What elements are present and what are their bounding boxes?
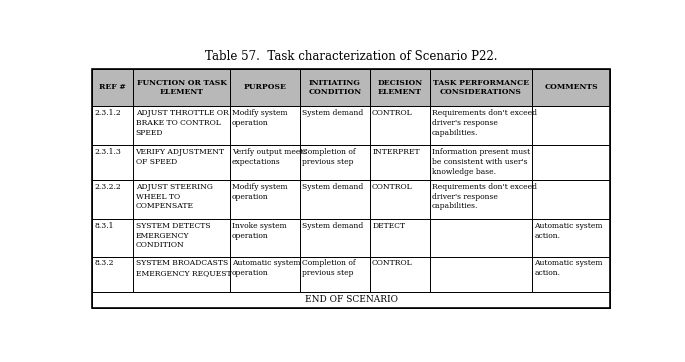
Text: 2.3.1.3: 2.3.1.3	[94, 148, 121, 156]
Bar	[532, 106, 610, 145]
Text: CONTROL: CONTROL	[372, 183, 412, 191]
Text: Automatic system
action.: Automatic system action.	[534, 222, 603, 240]
Bar	[134, 219, 229, 257]
Text: CONTROL: CONTROL	[372, 260, 412, 268]
Bar	[300, 68, 370, 106]
Bar	[229, 219, 300, 257]
Bar	[300, 106, 370, 145]
Text: Modify system
operation: Modify system operation	[232, 109, 288, 127]
Text: 2.3.2.2: 2.3.2.2	[94, 183, 121, 191]
Text: 2.3.1.2: 2.3.1.2	[94, 109, 121, 117]
Text: Table 57.  Task characterization of Scenario P22.: Table 57. Task characterization of Scena…	[205, 50, 497, 63]
Bar	[370, 180, 429, 219]
Bar	[92, 68, 134, 106]
Text: INITIATING
CONDITION: INITIATING CONDITION	[308, 79, 362, 96]
Bar	[92, 68, 610, 308]
Text: System demand: System demand	[302, 109, 363, 117]
Bar	[92, 291, 610, 308]
Text: INTERPRET: INTERPRET	[372, 148, 420, 156]
Text: Invoke system
operation: Invoke system operation	[232, 222, 286, 240]
Bar	[429, 68, 532, 106]
Bar	[532, 145, 610, 180]
Text: Completion of
previous step: Completion of previous step	[302, 148, 356, 166]
Text: VERIFY ADJUSTMENT
OF SPEED: VERIFY ADJUSTMENT OF SPEED	[136, 148, 225, 166]
Bar	[370, 106, 429, 145]
Bar	[134, 68, 229, 106]
Text: System demand: System demand	[302, 183, 363, 191]
Bar	[229, 145, 300, 180]
Bar	[532, 180, 610, 219]
Text: PURPOSE: PURPOSE	[243, 83, 286, 91]
Text: REF #: REF #	[99, 83, 126, 91]
Bar	[429, 180, 532, 219]
Bar	[370, 68, 429, 106]
Bar	[92, 145, 134, 180]
Bar	[429, 219, 532, 257]
Text: ADJUST STEERING
WHEEL TO
COMPENSATE: ADJUST STEERING WHEEL TO COMPENSATE	[136, 183, 212, 210]
Bar	[532, 257, 610, 291]
Text: Completion of
previous step: Completion of previous step	[302, 260, 356, 277]
Text: END OF SCENARIO: END OF SCENARIO	[305, 295, 397, 304]
Text: Information present must
be consistent with user's
knowledge base.: Information present must be consistent w…	[432, 148, 530, 176]
Text: CONTROL: CONTROL	[372, 109, 412, 117]
Text: TASK PERFORMANCE
CONSIDERATIONS: TASK PERFORMANCE CONSIDERATIONS	[433, 79, 529, 96]
Bar	[370, 257, 429, 291]
Bar	[229, 68, 300, 106]
Bar	[92, 180, 134, 219]
Text: COMMENTS: COMMENTS	[545, 83, 598, 91]
Text: ADJUST THROTTLE OR
BRAKE TO CONTROL
SPEED: ADJUST THROTTLE OR BRAKE TO CONTROL SPEE…	[136, 109, 228, 136]
Bar	[92, 106, 134, 145]
Bar	[429, 145, 532, 180]
Text: SYSTEM DETECTS
EMERGENCY
CONDITION: SYSTEM DETECTS EMERGENCY CONDITION	[136, 222, 210, 249]
Text: Automatic system
operation: Automatic system operation	[232, 260, 301, 277]
Bar	[300, 145, 370, 180]
Text: Verify output meets
expectations: Verify output meets expectations	[232, 148, 308, 166]
Text: Modify system
operation: Modify system operation	[232, 183, 288, 201]
Text: FUNCTION OR TASK
ELEMENT: FUNCTION OR TASK ELEMENT	[136, 79, 227, 96]
Bar	[300, 257, 370, 291]
Bar	[134, 106, 229, 145]
Text: 8.3.1: 8.3.1	[94, 222, 114, 230]
Text: SYSTEM BROADCASTS
EMERGENCY REQUEST: SYSTEM BROADCASTS EMERGENCY REQUEST	[136, 260, 232, 277]
Bar	[370, 145, 429, 180]
Bar	[370, 219, 429, 257]
Text: 8.3.2: 8.3.2	[94, 260, 114, 268]
Bar	[429, 106, 532, 145]
Bar	[532, 68, 610, 106]
Bar	[92, 68, 610, 106]
Bar	[134, 180, 229, 219]
Bar	[229, 257, 300, 291]
Bar	[300, 180, 370, 219]
Text: DECISION
ELEMENT: DECISION ELEMENT	[377, 79, 423, 96]
Text: System demand: System demand	[302, 222, 363, 230]
Bar	[92, 257, 134, 291]
Bar	[134, 257, 229, 291]
Bar	[532, 219, 610, 257]
Bar	[300, 219, 370, 257]
Bar	[229, 180, 300, 219]
Bar	[92, 219, 134, 257]
Bar	[229, 106, 300, 145]
Bar	[134, 145, 229, 180]
Text: Requirements don't exceed
driver's response
capabilities.: Requirements don't exceed driver's respo…	[432, 183, 537, 210]
Text: DETECT: DETECT	[372, 222, 406, 230]
Text: Requirements don't exceed
driver's response
capabilities.: Requirements don't exceed driver's respo…	[432, 109, 537, 136]
Bar	[429, 257, 532, 291]
Text: Automatic system
action.: Automatic system action.	[534, 260, 603, 277]
